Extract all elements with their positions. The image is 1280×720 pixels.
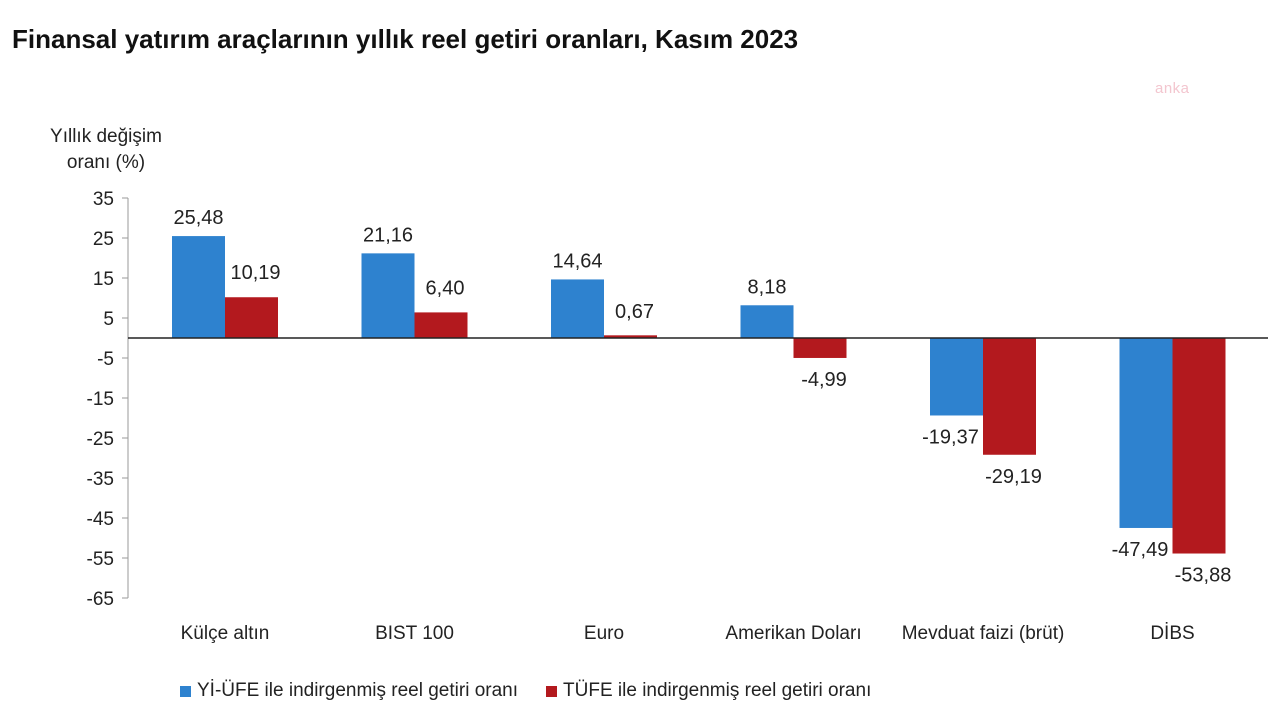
y-tick-label: 5 xyxy=(103,309,114,330)
x-category-label: Külçe altın xyxy=(181,623,270,644)
y-tick-label: -55 xyxy=(87,549,114,570)
watermark-logo: anka xyxy=(1155,80,1190,97)
y-tick-label: 15 xyxy=(93,269,114,290)
legend-swatch-series-2 xyxy=(546,685,558,697)
data-label: -19,37 xyxy=(922,426,979,448)
y-tick-label: -15 xyxy=(87,389,114,410)
x-category-label: Mevduat faizi (brüt) xyxy=(902,623,1065,644)
x-category-label: Amerikan Doları xyxy=(725,623,861,644)
bar-1-2 xyxy=(361,253,415,338)
bar-2-2 xyxy=(414,312,468,338)
bar-1-5 xyxy=(930,338,983,416)
y-tick-label: -5 xyxy=(97,349,114,370)
bar-2-5 xyxy=(983,338,1036,455)
data-label: -29,19 xyxy=(985,466,1042,488)
data-label: 10,19 xyxy=(230,262,280,284)
legend-label-series-2: TÜFE ile indirgenmiş reel getiri oranı xyxy=(563,680,872,701)
bar-1-4 xyxy=(740,305,794,338)
legend-item-series-1: Yİ-ÜFE ile indirgenmiş reel getiri oranı xyxy=(180,680,518,702)
y-tick-label: 35 xyxy=(93,189,114,210)
bar-2-3 xyxy=(604,335,657,338)
bar-2-4 xyxy=(793,338,847,358)
y-tick-label: -45 xyxy=(87,509,114,530)
bar-chart: 35 25 15 5 -5 -15 -25 -35 -45 -55 -65 25,48 21,16 14,… xyxy=(87,189,1268,644)
data-label: 6,40 xyxy=(426,277,465,299)
bar-2-1 xyxy=(225,297,278,338)
bar-2-6 xyxy=(1172,338,1226,554)
data-label: -4,99 xyxy=(801,369,847,391)
chart-legend: Yİ-ÜFE ile indirgenmiş reel getiri oranı… xyxy=(180,680,871,702)
bar-1-1 xyxy=(172,236,225,338)
chart-title: Finansal yatırım araçlarının yıllık reel… xyxy=(12,24,799,54)
bar-1-6 xyxy=(1119,338,1173,528)
data-label: 8,18 xyxy=(748,276,787,298)
legend-item-series-2: TÜFE ile indirgenmiş reel getiri oranı xyxy=(546,680,871,702)
data-label: 21,16 xyxy=(363,224,413,246)
data-label: 14,64 xyxy=(552,250,602,272)
y-axis-label: Yıllık değişim oranı (%) xyxy=(50,126,162,173)
y-tick-label: -25 xyxy=(87,429,114,450)
x-category-label: Euro xyxy=(584,623,624,644)
x-category-label: BIST 100 xyxy=(375,623,454,644)
bar-1-3 xyxy=(551,279,604,338)
y-tick-label: -35 xyxy=(87,469,114,490)
legend-label-series-1: Yİ-ÜFE ile indirgenmiş reel getiri oranı xyxy=(197,680,519,701)
y-tick-label: -65 xyxy=(87,589,114,610)
x-category-label: DİBS xyxy=(1150,623,1194,644)
data-label: 0,67 xyxy=(615,301,654,323)
legend-swatch-series-1 xyxy=(180,685,191,697)
data-label: -53,88 xyxy=(1175,565,1232,587)
y-tick-label: 25 xyxy=(93,229,114,250)
data-label: -47,49 xyxy=(1112,539,1169,561)
data-label: 25,48 xyxy=(173,207,223,229)
